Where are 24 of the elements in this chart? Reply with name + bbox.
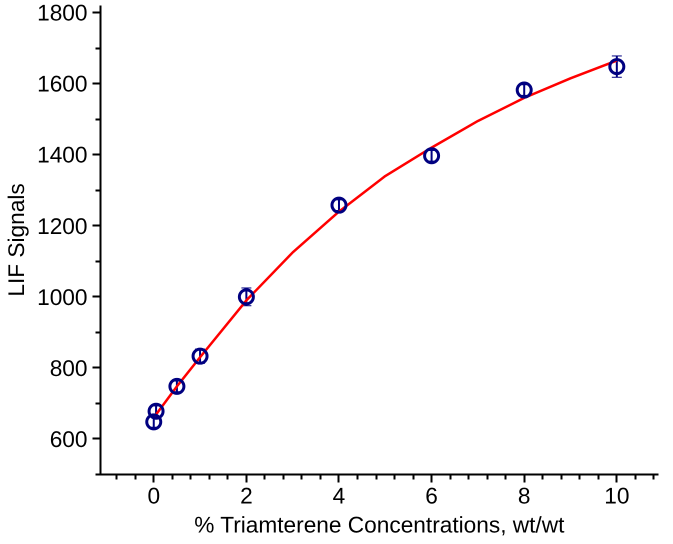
x-axis-title: % Triamterene Concentrations, wt/wt bbox=[194, 512, 566, 538]
y-tick-label: 600 bbox=[50, 426, 88, 452]
x-tick-label: 4 bbox=[332, 482, 346, 508]
point bbox=[148, 402, 165, 420]
y-tick-label: 1800 bbox=[37, 0, 88, 26]
x-tick-label: 0 bbox=[147, 482, 160, 508]
point bbox=[330, 196, 348, 214]
y-axis-title: LIF Signals bbox=[3, 183, 30, 297]
point bbox=[516, 82, 533, 99]
y-tick-label: 1200 bbox=[37, 212, 88, 239]
x-tick-label: 8 bbox=[518, 482, 531, 508]
point bbox=[608, 58, 626, 76]
point bbox=[168, 378, 186, 395]
y-tick-label: 800 bbox=[50, 354, 88, 381]
x-tick-label: 6 bbox=[425, 482, 438, 508]
x-tick-label: 2 bbox=[240, 482, 253, 508]
x-tick-label: 10 bbox=[604, 482, 630, 508]
y-tick-label: 1600 bbox=[37, 70, 88, 97]
y-tick-label: 1400 bbox=[37, 142, 88, 168]
point bbox=[192, 348, 209, 365]
y-tick-label: 1000 bbox=[37, 284, 88, 310]
point bbox=[238, 288, 255, 306]
point bbox=[145, 413, 162, 430]
point bbox=[423, 147, 440, 164]
